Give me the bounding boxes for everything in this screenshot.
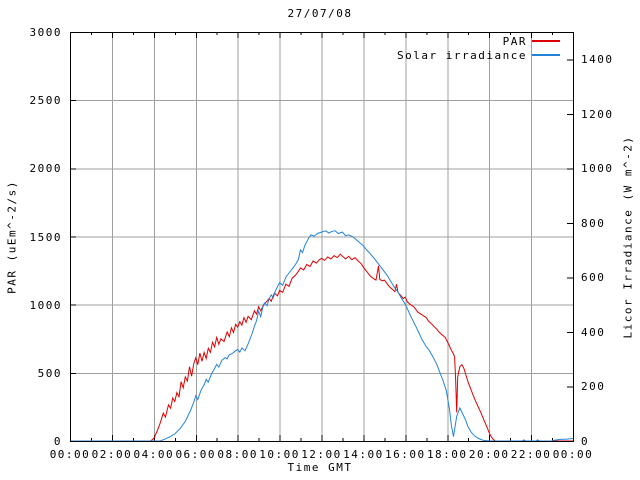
x-tick-label: 00:00: [49, 448, 91, 461]
legend: PAR Solar irradiance: [397, 34, 560, 62]
x-tick-label: 06:00: [175, 448, 217, 461]
y-right-tick-label: 400: [581, 325, 606, 339]
y-right-tick-label: 600: [581, 271, 606, 285]
y-right-tick-label: 1000: [581, 162, 614, 176]
x-tick-label: 12:00: [301, 448, 342, 461]
x-tick-label: 22:00: [510, 448, 552, 461]
y-axis-label-right: Licor Irradiance (W m^-2): [621, 135, 635, 339]
y-right-tick-label: 1400: [581, 53, 614, 67]
x-tick-label: 08:00: [217, 448, 258, 461]
y-left-tick-label: 500: [37, 366, 62, 380]
y-right-tick-label: 1200: [581, 107, 614, 121]
legend-label-par: PAR: [502, 34, 527, 48]
legend-line-sample-solar: [532, 54, 560, 56]
x-tick-label: 16:00: [385, 448, 426, 461]
legend-row-par: PAR: [397, 34, 560, 48]
legend-row-solar: Solar irradiance: [397, 48, 560, 62]
y-left-tick-label: 3000: [29, 26, 62, 39]
x-tick-label: 04:00: [133, 448, 175, 461]
x-tick-label: 00:00: [552, 448, 594, 461]
x-tick-label: 20:00: [468, 448, 510, 461]
legend-label-solar: Solar irradiance: [397, 48, 527, 62]
y-right-tick-label: 800: [581, 216, 606, 230]
y-left-tick-label: 1000: [29, 298, 62, 312]
y-right-tick-label: 200: [581, 380, 606, 394]
x-tick-label: 02:00: [91, 448, 133, 461]
y-left-tick-label: 0: [53, 435, 62, 448]
y-axis-label-left: PAR (uEm^-2/s): [5, 180, 19, 294]
x-tick-label: 18:00: [426, 448, 468, 461]
x-axis-label: Time GMT: [287, 461, 353, 474]
legend-line-sample-par: [532, 40, 560, 42]
x-tick-label: 14:00: [343, 448, 384, 461]
y-left-tick-label: 1500: [29, 230, 62, 244]
y-left-tick-label: 2000: [29, 162, 62, 176]
chart-title: 27/07/08: [287, 7, 353, 20]
y-right-tick-label: 0: [581, 435, 590, 448]
x-tick-label: 10:00: [259, 448, 300, 461]
y-left-tick-label: 2500: [29, 94, 62, 108]
